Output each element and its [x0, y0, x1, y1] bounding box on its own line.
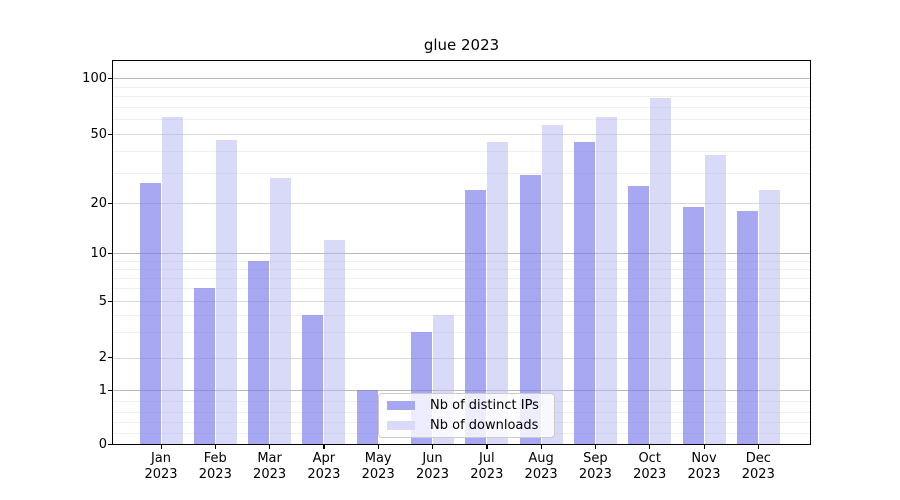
- y-tick-label: 2: [98, 350, 107, 365]
- x-tick-mark: [649, 445, 651, 449]
- x-tick-label: Aug 2023: [524, 451, 558, 482]
- bar-downloads-aug: [541, 124, 563, 444]
- x-tick-mark: [703, 445, 705, 449]
- bar-distinct-ips-jan: [139, 183, 161, 444]
- bar-downloads-dec: [758, 189, 780, 444]
- bar-downloads-jul: [487, 141, 509, 444]
- legend-item-downloads: Nb of downloads: [379, 418, 554, 434]
- gridline: [113, 253, 810, 255]
- gridline-minor: [113, 268, 810, 270]
- legend-swatch-downloads: [387, 421, 415, 430]
- y-tick-mark: [108, 443, 112, 445]
- bar-distinct-ips-apr: [302, 314, 324, 444]
- y-tick-label: 0: [98, 436, 107, 452]
- x-tick-label: Dec 2023: [741, 451, 775, 482]
- x-tick-label: Apr 2023: [307, 451, 341, 482]
- x-tick-label: Mar 2023: [253, 451, 287, 482]
- x-tick-label: Jul 2023: [470, 451, 504, 482]
- y-tick-label: 20: [90, 195, 107, 211]
- y-tick-label: 50: [90, 126, 107, 142]
- y-tick-mark: [108, 202, 112, 205]
- gridline: [113, 357, 810, 359]
- gridline-minor: [113, 260, 810, 262]
- y-tick-mark: [108, 300, 112, 302]
- bar-distinct-ips-dec: [736, 210, 758, 444]
- gridline: [113, 390, 810, 392]
- legend-swatch-distinct-ips: [387, 401, 415, 410]
- x-tick-label: Feb 2023: [198, 451, 232, 482]
- gridline: [113, 78, 810, 80]
- x-tick-label: Oct 2023: [633, 451, 667, 482]
- legend-label: Nb of downloads: [430, 418, 539, 433]
- x-tick-mark: [323, 445, 325, 449]
- gridline: [113, 301, 810, 302]
- y-tick-mark: [108, 77, 112, 80]
- bar-distinct-ips-feb: [193, 288, 215, 444]
- gridline-minor: [113, 119, 810, 121]
- x-tick-label: Nov 2023: [687, 451, 721, 482]
- y-tick-label: 1: [98, 382, 107, 398]
- y-tick-label: 100: [82, 70, 107, 86]
- y-tick-mark: [108, 357, 112, 359]
- bar-downloads-oct: [650, 98, 672, 444]
- gridline-minor: [113, 106, 810, 108]
- bar-downloads-apr: [324, 240, 346, 444]
- bar-distinct-ips-mar: [248, 260, 270, 444]
- bar-downloads-nov: [704, 154, 726, 444]
- bar-distinct-ips-jul: [465, 189, 487, 444]
- x-tick-mark: [214, 445, 217, 449]
- bar-downloads-sep: [595, 116, 617, 444]
- bar-distinct-ips-sep: [573, 141, 595, 444]
- bar-distinct-ips-nov: [682, 207, 704, 444]
- x-tick-label: Jun 2023: [415, 451, 450, 482]
- gridline-minor: [113, 277, 810, 279]
- x-tick-mark: [160, 445, 162, 449]
- bar-downloads-mar: [270, 177, 292, 444]
- bar-distinct-ips-may: [356, 390, 378, 444]
- legend-item-distinct-ips: Nb of distinct IPs: [379, 398, 554, 414]
- chart-title: glue 2023: [423, 36, 500, 54]
- gridline: [113, 203, 810, 205]
- gridline: [113, 134, 810, 135]
- gridline-minor: [113, 172, 810, 174]
- y-tick-label: 5: [98, 293, 107, 309]
- x-tick-label: Jan 2023: [144, 451, 178, 482]
- y-tick-mark: [108, 252, 112, 255]
- x-tick-label: May 2023: [361, 451, 395, 482]
- x-tick-label: Sep 2023: [578, 451, 612, 482]
- bar-downloads-jan: [161, 116, 183, 444]
- gridline-minor: [113, 86, 810, 88]
- x-tick-mark: [377, 445, 379, 449]
- x-tick-mark: [757, 445, 760, 449]
- legend: Nb of distinct IPs Nb of downloads: [378, 393, 555, 438]
- x-tick-mark: [432, 445, 434, 449]
- gridline-minor: [113, 96, 810, 98]
- gridline-minor: [113, 288, 810, 290]
- plot-area: [112, 60, 811, 445]
- y-tick-label: 10: [90, 245, 107, 261]
- bar-distinct-ips-aug: [519, 175, 541, 444]
- legend-label: Nb of distinct IPs: [430, 398, 539, 413]
- gridline-minor: [113, 332, 810, 334]
- bar-distinct-ips-oct: [628, 186, 650, 444]
- gridline-minor: [113, 314, 810, 316]
- y-tick-mark: [108, 389, 112, 391]
- gridline-minor: [113, 150, 810, 152]
- x-tick-mark: [594, 445, 597, 449]
- x-tick-mark: [540, 445, 542, 449]
- x-tick-mark: [269, 445, 271, 449]
- bar-downloads-feb: [215, 140, 237, 444]
- y-tick-mark: [108, 133, 112, 135]
- x-tick-mark: [486, 445, 488, 449]
